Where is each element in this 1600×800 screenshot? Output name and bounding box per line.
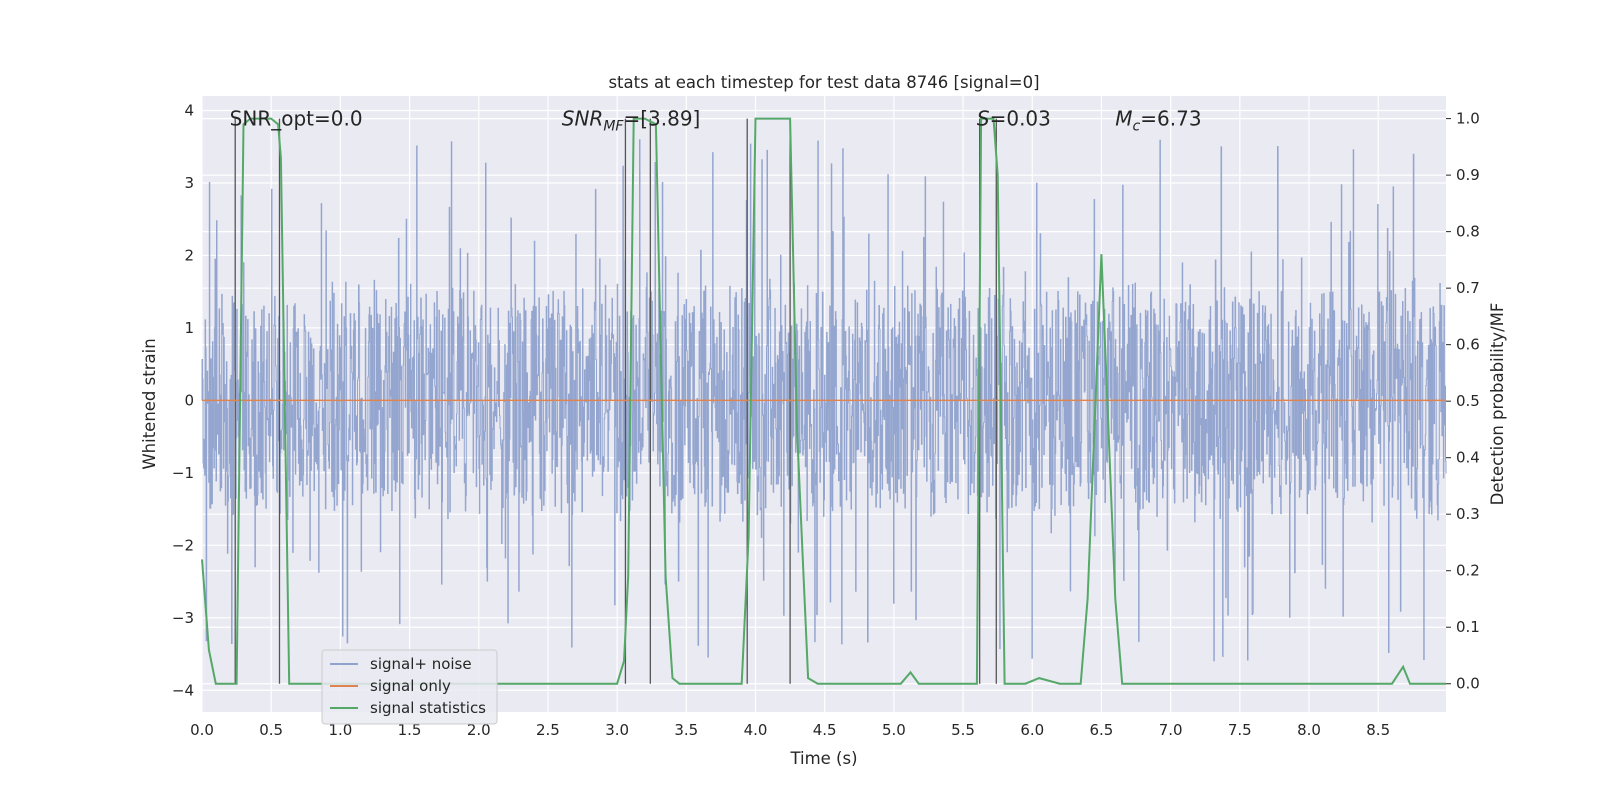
y-tick-label-right: 0.2 xyxy=(1456,562,1480,580)
x-tick-label: 6.0 xyxy=(1020,721,1044,739)
series-signal-statistics xyxy=(201,117,1446,685)
y-tick-label: 4 xyxy=(184,101,194,119)
annotations: SNR_opt=0.0 SNRMF=[3.89] S=0.03 Mc=6.73 xyxy=(230,106,1202,134)
annotation-subscript: c xyxy=(1133,118,1141,134)
y-tick-label: 1 xyxy=(184,319,194,337)
y-tick-label: −3 xyxy=(172,609,194,627)
x-tick-label: 5.5 xyxy=(951,721,975,739)
annotation-base: S xyxy=(977,106,990,130)
y-tick-label-right: 1.0 xyxy=(1456,110,1480,128)
annotation: SNRMF=[3.89] xyxy=(562,106,701,134)
ticks: 0.0 0.5 1.0 1.5 2.0 2.5 3.0 3.5 4.0 4.5 5.0 5.5 6.0 6… xyxy=(172,101,1480,739)
series-signal-noise xyxy=(201,139,1447,662)
y-tick-label-right: 0.3 xyxy=(1456,505,1480,523)
y-tick-label-right: 0.5 xyxy=(1456,392,1480,410)
noise-line xyxy=(201,139,1447,662)
y-tick-label-right: 0.6 xyxy=(1456,336,1480,354)
y-tick-label: −4 xyxy=(172,681,194,699)
x-tick-label: 8.0 xyxy=(1297,721,1321,739)
x-tick-label: 3.5 xyxy=(674,721,698,739)
annotation-rest: =6.73 xyxy=(1140,106,1201,130)
x-tick-label: 4.5 xyxy=(813,721,837,739)
x-tick-label: 7.0 xyxy=(1159,721,1183,739)
annotation-base: SNR xyxy=(562,106,604,130)
annotation: S=0.03 xyxy=(977,106,1051,130)
y-tick-label-right: 0.4 xyxy=(1456,449,1480,467)
legend-box xyxy=(321,649,498,725)
x-axis-label: Time (s) xyxy=(789,749,857,768)
y-tick-label: 2 xyxy=(184,246,194,264)
x-tick-label: 8.5 xyxy=(1366,721,1390,739)
x-tick-label: 0.5 xyxy=(259,721,283,739)
x-tick-label: 4.0 xyxy=(744,721,768,739)
x-tick-label: 3.0 xyxy=(605,721,629,739)
vertical-markers xyxy=(234,118,997,684)
annotation-rest: =0.03 xyxy=(990,106,1051,130)
statistics-line xyxy=(201,117,1446,685)
chart-title: stats at each timestep for test data 874… xyxy=(608,73,1039,92)
legend-label-signal-statistics: signal statistics xyxy=(370,699,486,717)
annotation-rest: =[3.89] xyxy=(623,106,700,130)
x-tick-label: 5.0 xyxy=(882,721,906,739)
x-tick-label: 7.5 xyxy=(1228,721,1252,739)
annotation: SNR_opt=0.0 xyxy=(230,106,363,130)
y-tick-label-right: 0.9 xyxy=(1456,166,1480,184)
y-tick-label-right: 0.0 xyxy=(1456,675,1480,693)
y-tick-label: −2 xyxy=(172,536,194,554)
annotation-base: M xyxy=(1115,106,1132,130)
y-tick-label: 0 xyxy=(184,391,194,409)
x-tick-label: 2.0 xyxy=(467,721,491,739)
y-tick-label-right: 0.1 xyxy=(1456,618,1480,636)
y-axis-label-right: Detection probability/MF xyxy=(1488,303,1507,506)
x-tick-label: 0.0 xyxy=(190,721,214,739)
legend-label-noise: signal+ noise xyxy=(370,655,472,673)
y-axis-label: Whitened strain xyxy=(140,338,159,469)
y-tick-label-right: 0.8 xyxy=(1456,223,1480,241)
x-tick-label: 1.5 xyxy=(398,721,422,739)
legend: signal+ noise signal only signal statist… xyxy=(321,649,498,725)
legend-label-signal-only: signal only xyxy=(370,677,451,695)
x-tick-label: 2.5 xyxy=(536,721,560,739)
y-tick-label: −1 xyxy=(172,464,194,482)
x-tick-label: 6.5 xyxy=(1090,721,1114,739)
y-tick-label-right: 0.7 xyxy=(1456,279,1480,297)
annotation: Mc=6.73 xyxy=(1115,106,1201,134)
y-tick-label: 3 xyxy=(184,174,194,192)
x-tick-label: 1.0 xyxy=(328,721,352,739)
annotation-subscript: MF xyxy=(603,118,624,134)
